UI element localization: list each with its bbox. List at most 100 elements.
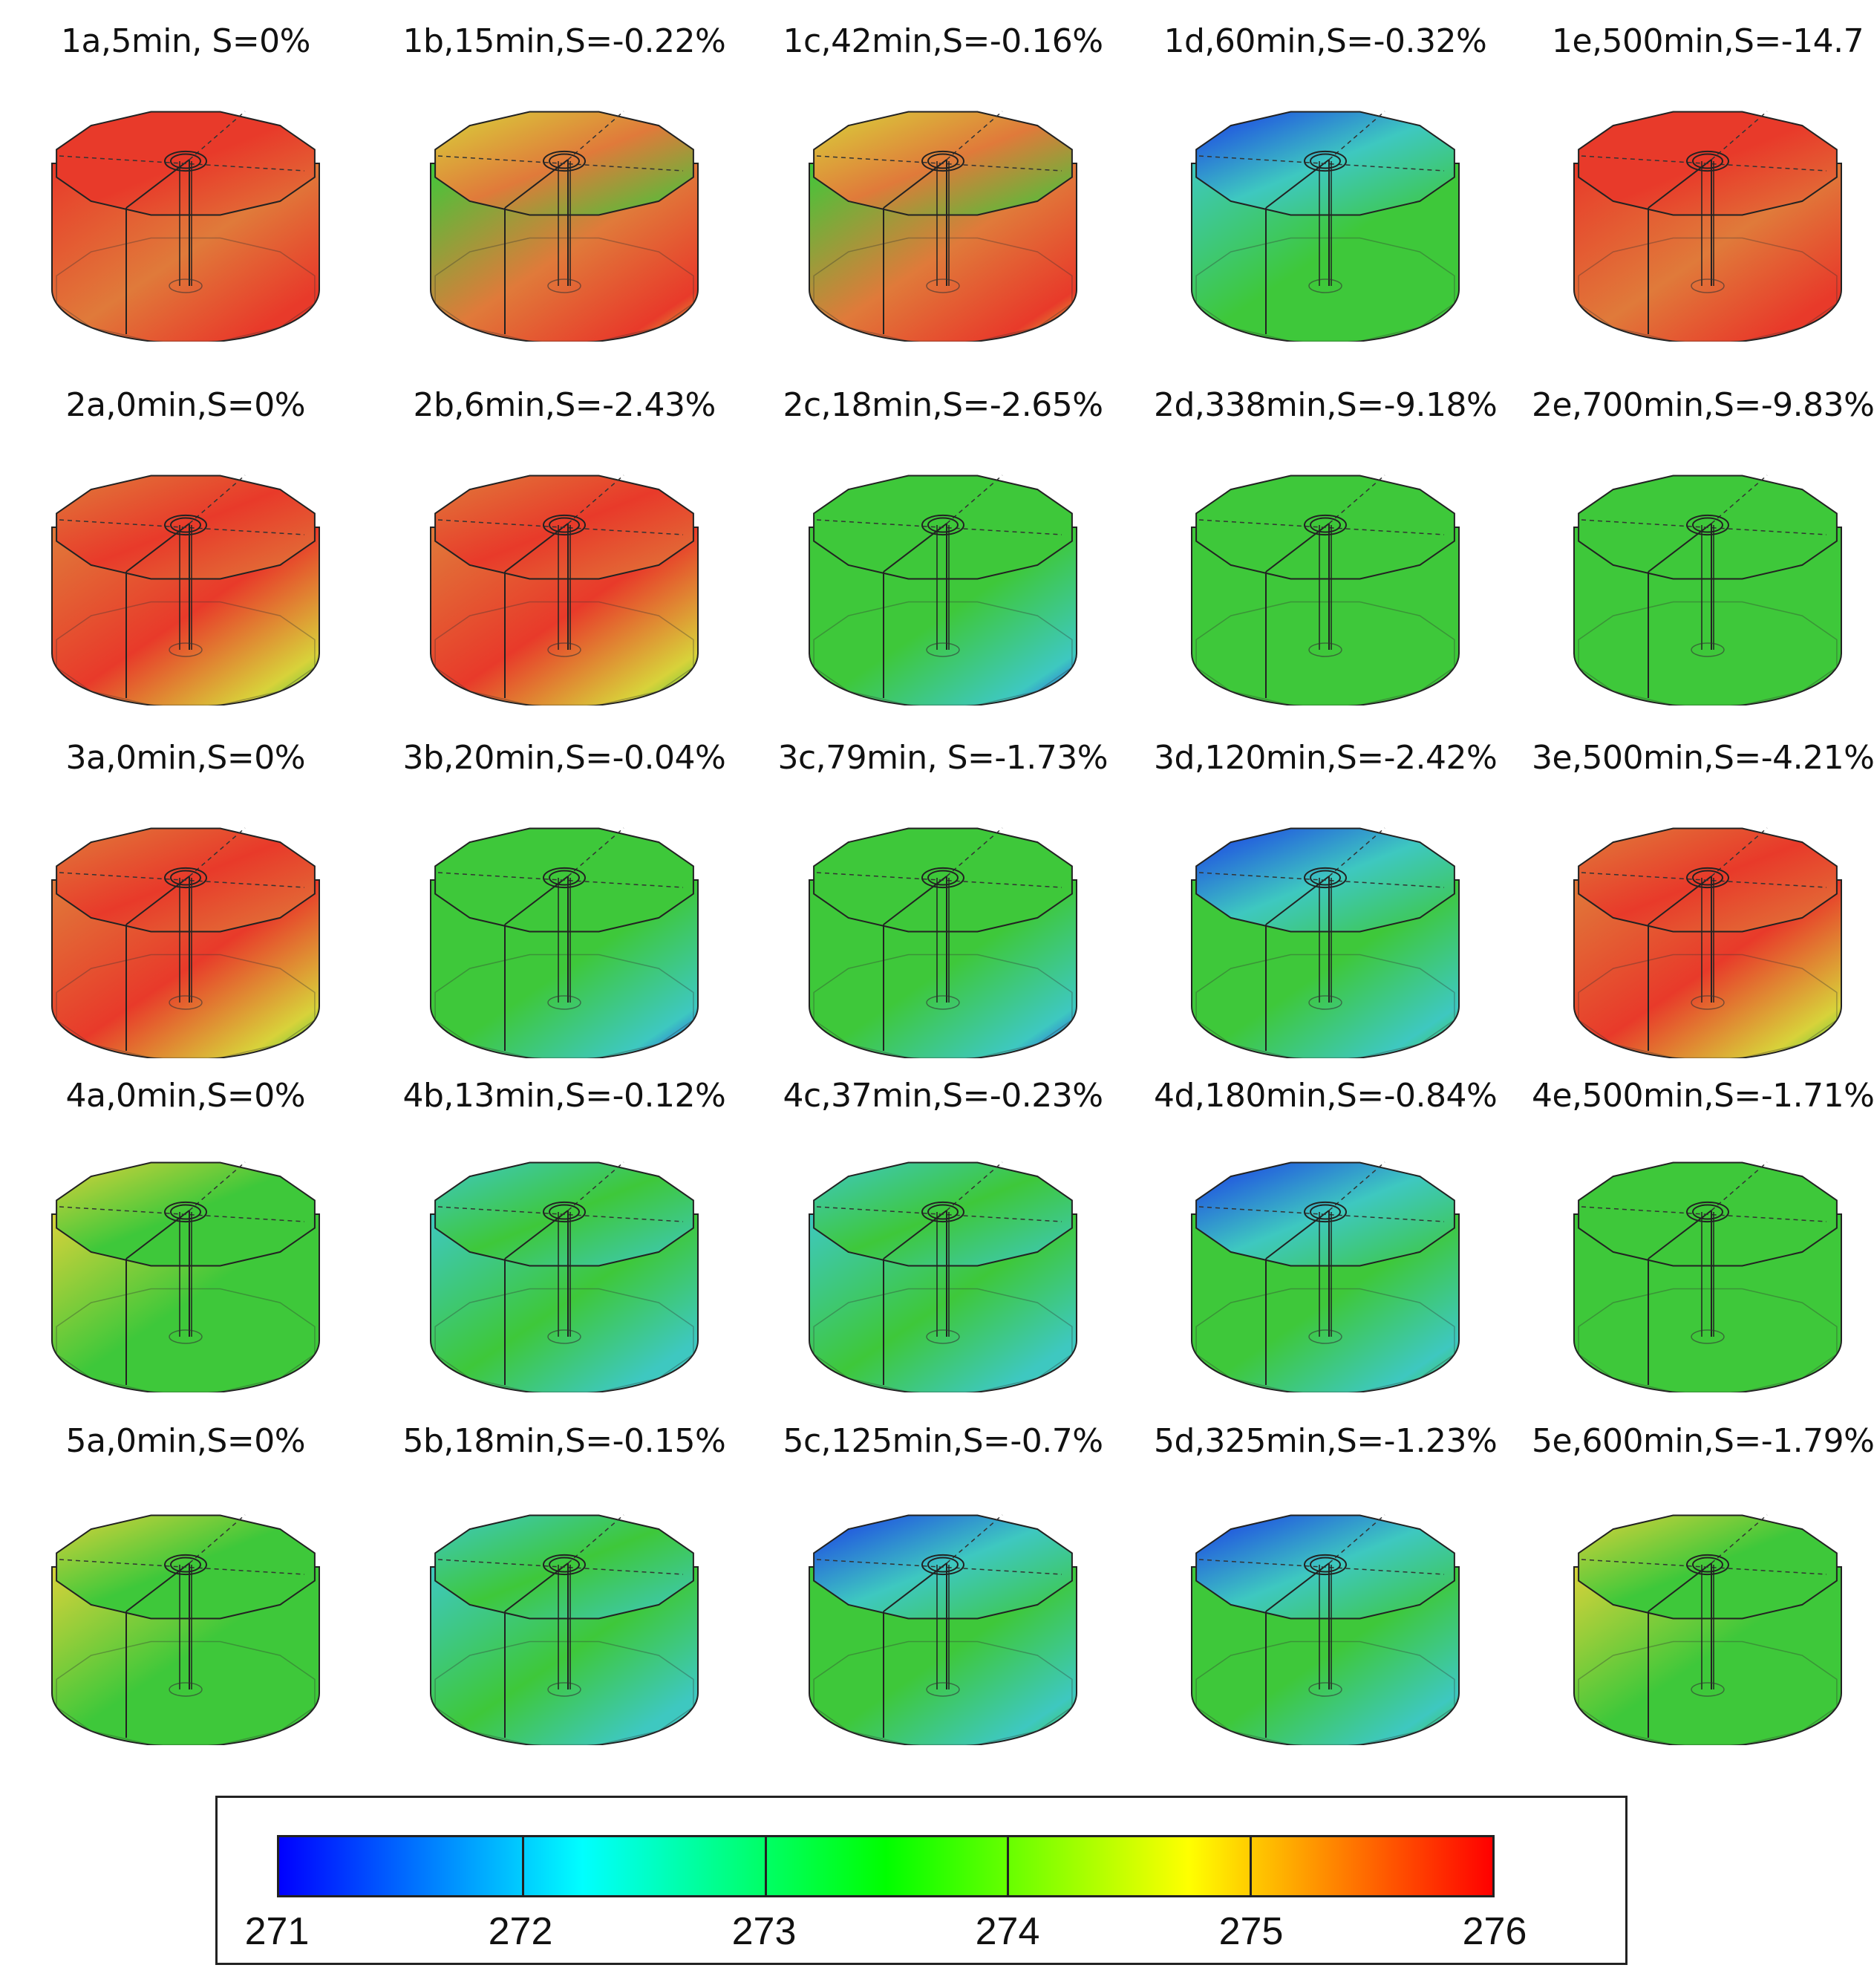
cylinder-bottom-rim <box>1578 1640 1838 1745</box>
pipe-bottom-ring <box>169 642 203 657</box>
pipe-ring <box>927 870 959 886</box>
pipe-ring <box>1304 514 1347 536</box>
pipe-ring <box>1686 150 1729 172</box>
center-pipe <box>936 1212 950 1337</box>
panel-label-5c: 5c,125min,S=-0.7% <box>783 1422 1104 1460</box>
pipe-ring <box>1692 153 1723 169</box>
cylinder-5b <box>430 1514 699 1745</box>
pipe-ring <box>1692 870 1723 886</box>
center-pipe <box>936 161 950 286</box>
center-pipe <box>179 525 192 650</box>
pipe-ring <box>921 1554 964 1576</box>
dashed-guide-lines <box>1581 111 1827 172</box>
cylinder-1b <box>430 111 699 342</box>
dashed-guide-lines <box>437 1514 684 1575</box>
cylinder-1c <box>809 111 1077 342</box>
pipe-ring <box>1692 1557 1723 1573</box>
panel-label-1e: 1e,500min,S=-14.7 <box>1552 22 1864 60</box>
panel-label-3e: 3e,500min,S=-4.21% <box>1532 739 1874 777</box>
pipe-ring <box>921 867 964 889</box>
pipe-ring <box>543 150 586 172</box>
pipe-ring <box>927 153 959 169</box>
cylinder-2a <box>51 475 320 705</box>
colorbar-divider <box>521 1837 524 1895</box>
cylinder-bottom-rim <box>434 954 694 1058</box>
center-pipe <box>1701 525 1714 650</box>
pipe-bottom-ring <box>1691 278 1725 293</box>
cylinder-bottom-rim <box>56 237 316 342</box>
panel-label-5b: 5b,18min,S=-0.15% <box>402 1422 726 1460</box>
panel-label-1c: 1c,42min,S=-0.16% <box>783 22 1104 60</box>
center-pipe <box>936 1565 950 1689</box>
panel-label-5e: 5e,600min,S=-1.79% <box>1532 1422 1874 1460</box>
dashed-guide-lines <box>816 1514 1062 1575</box>
pipe-ring <box>1686 514 1729 536</box>
cylinder-bottom-rim <box>56 954 316 1058</box>
panel-label-4e: 4e,500min,S=-1.71% <box>1532 1077 1874 1115</box>
colorbar-divider <box>1250 1837 1253 1895</box>
center-pipe <box>558 1212 571 1337</box>
center-pipe <box>558 161 571 286</box>
cylinder-bottom-rim <box>813 237 1073 342</box>
dashed-guide-lines <box>59 475 305 535</box>
panel-label-1d: 1d,60min,S=-0.32% <box>1163 22 1487 60</box>
dashed-guide-lines <box>59 1161 305 1222</box>
cylinder-bottom-rim <box>56 1288 316 1392</box>
cylinder-4b <box>430 1161 699 1392</box>
center-pipe <box>936 525 950 650</box>
pipe-ring <box>549 870 580 886</box>
center-pipe <box>558 525 571 650</box>
pipe-ring <box>543 1201 586 1223</box>
cylinder-2e <box>1573 475 1842 705</box>
cylinder-3e <box>1573 827 1842 1058</box>
cylinder-5c <box>809 1514 1077 1745</box>
center-pipe <box>1319 1212 1332 1337</box>
pipe-bottom-ring <box>169 1329 203 1344</box>
pipe-ring <box>170 1204 201 1220</box>
dashed-guide-lines <box>816 1161 1062 1222</box>
panel-label-2b: 2b,6min,S=-2.43% <box>413 386 716 424</box>
panel-label-4c: 4c,37min,S=-0.23% <box>783 1077 1104 1115</box>
panel-label-4d: 4d,180min,S=-0.84% <box>1154 1077 1498 1115</box>
cylinder-bottom-rim <box>434 1640 694 1745</box>
pipe-ring <box>543 867 586 889</box>
pipe-ring <box>1310 517 1341 533</box>
pipe-ring <box>1310 870 1341 886</box>
dashed-guide-lines <box>1198 1514 1445 1575</box>
dashed-guide-lines <box>1581 475 1827 535</box>
pipe-bottom-ring <box>926 642 960 657</box>
center-pipe <box>1319 525 1332 650</box>
cylinder-5a <box>51 1514 320 1745</box>
cylinder-bottom-rim <box>1195 601 1455 705</box>
colorbar-divider <box>1007 1837 1010 1895</box>
panel-label-3a: 3a,0min,S=0% <box>65 739 306 777</box>
pipe-ring <box>1686 1554 1729 1576</box>
cylinder-bottom-rim <box>1195 237 1455 342</box>
cylinder-bottom-rim <box>813 601 1073 705</box>
panel-label-2c: 2c,18min,S=-2.65% <box>783 386 1104 424</box>
pipe-bottom-ring <box>547 1329 581 1344</box>
pipe-ring <box>921 150 964 172</box>
pipe-ring <box>164 150 207 172</box>
pipe-bottom-ring <box>1308 278 1342 293</box>
center-pipe <box>179 878 192 1003</box>
pipe-ring <box>543 514 586 536</box>
cylinder-4d <box>1191 1161 1460 1392</box>
center-pipe <box>1701 1212 1714 1337</box>
center-pipe <box>179 161 192 286</box>
cylinder-2d <box>1191 475 1460 705</box>
cylinder-bottom-rim <box>1195 954 1455 1058</box>
center-pipe <box>1701 161 1714 286</box>
center-pipe <box>1319 161 1332 286</box>
pipe-ring <box>1686 867 1729 889</box>
cylinder-bottom-rim <box>56 1640 316 1745</box>
pipe-bottom-ring <box>169 995 203 1010</box>
cylinder-bottom-rim <box>1195 1288 1455 1392</box>
panel-label-1a: 1a,5min, S=0% <box>61 22 310 60</box>
colorbar-divider <box>764 1837 767 1895</box>
pipe-ring <box>164 1201 207 1223</box>
cylinder-bottom-rim <box>1578 954 1838 1058</box>
cylinder-1d <box>1191 111 1460 342</box>
panel-label-5a: 5a,0min,S=0% <box>65 1422 306 1460</box>
